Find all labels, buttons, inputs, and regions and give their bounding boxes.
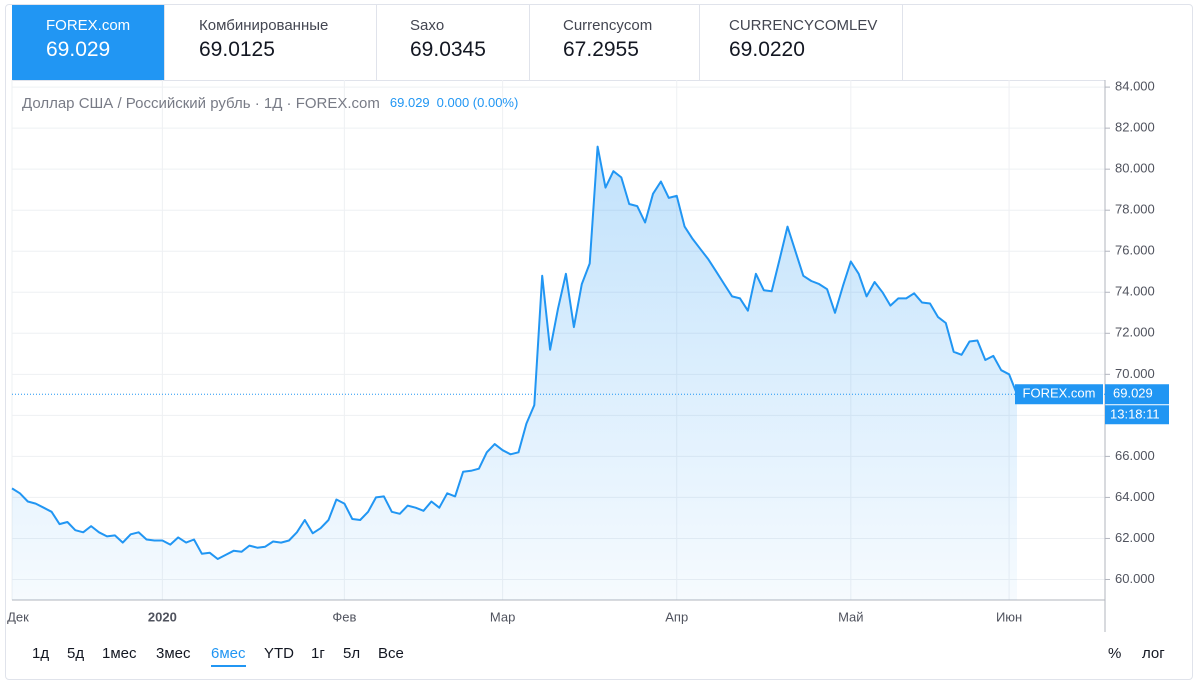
tab-value: 69.0220 (729, 38, 805, 61)
y-tick-label: 82.000 (1115, 120, 1155, 135)
legend: Доллар США / Российский рубль · 1Д · FOR… (22, 95, 518, 112)
y-tick-label: 74.000 (1115, 284, 1155, 299)
range-button[interactable]: 3мес (156, 645, 191, 662)
y-tick-label: 84.000 (1115, 79, 1155, 94)
tab-name: Комбинированные (199, 17, 329, 34)
legend-change: 0.000 (0.00%) (437, 95, 519, 110)
tab[interactable]: FOREX.com 69.029 (12, 5, 165, 81)
range-button[interactable]: 1д (32, 645, 50, 662)
x-tick-label: Мар (490, 609, 515, 624)
tab-value: 69.029 (46, 38, 111, 61)
y-tick-label: 72.000 (1115, 325, 1155, 340)
scale-button[interactable]: лог (1142, 645, 1165, 662)
y-tick-label: 64.000 (1115, 489, 1155, 504)
y-tick-label: 78.000 (1115, 202, 1155, 217)
time-badge (1105, 405, 1169, 425)
y-tick-label: 66.000 (1115, 448, 1155, 463)
time-badge-label: 13:18:11 (1110, 407, 1160, 422)
price-badge (1105, 384, 1169, 405)
tab[interactable]: Currencycom 67.2955 (530, 5, 700, 81)
y-tick-label: 70.000 (1115, 366, 1155, 381)
tab-value: 69.0125 (199, 38, 275, 61)
tab-divider (12, 80, 1105, 81)
legend-symbol: Доллар США / Российский рубль · 1Д · FOR… (22, 95, 380, 112)
tab-name: Currencycom (563, 17, 653, 34)
x-tick-label: Дек (7, 609, 29, 624)
range-button[interactable]: YTD (264, 645, 294, 662)
source-label: FOREX.com (1023, 386, 1096, 401)
price-badge-label: 69.029 (1113, 386, 1153, 401)
x-tick-label: Апр (665, 609, 688, 624)
source-badge (1015, 384, 1103, 405)
y-tick-label: 60.000 (1115, 571, 1155, 586)
x-tick-label: Июн (996, 609, 1022, 624)
x-tick-label: Май (838, 609, 863, 624)
tab-name: Saxo (410, 17, 445, 34)
range-button[interactable]: 6мес (211, 645, 246, 667)
legend-price: 69.029 (390, 95, 430, 110)
range-button[interactable]: 1г (311, 645, 325, 662)
y-tick-label: 76.000 (1115, 243, 1155, 258)
frame (5, 4, 1193, 680)
tab[interactable]: CURRENCYCOMLEV 69.0220 (700, 5, 903, 81)
tab[interactable]: Saxo 69.0345 (377, 5, 530, 81)
range-button[interactable]: 5л (343, 645, 361, 662)
y-tick-label: 62.000 (1115, 530, 1155, 545)
range-button[interactable]: 5д (67, 645, 85, 662)
price-line (11, 145, 1018, 560)
range-button[interactable]: Все (378, 645, 404, 662)
x-tick-label: 2020 (148, 609, 177, 624)
tab[interactable]: Комбинированные 69.0125 (165, 5, 377, 81)
tab-value: 67.2955 (563, 38, 639, 61)
tab-value: 69.0345 (410, 38, 486, 61)
range-button[interactable]: 1мес (102, 645, 137, 662)
scale-button[interactable]: % (1108, 645, 1122, 662)
x-tick-label: Фев (332, 609, 356, 624)
tab-name: CURRENCYCOMLEV (729, 17, 878, 34)
area-fill (12, 146, 1017, 600)
tab-name: FOREX.com (46, 17, 131, 34)
y-tick-label: 80.000 (1115, 161, 1155, 176)
